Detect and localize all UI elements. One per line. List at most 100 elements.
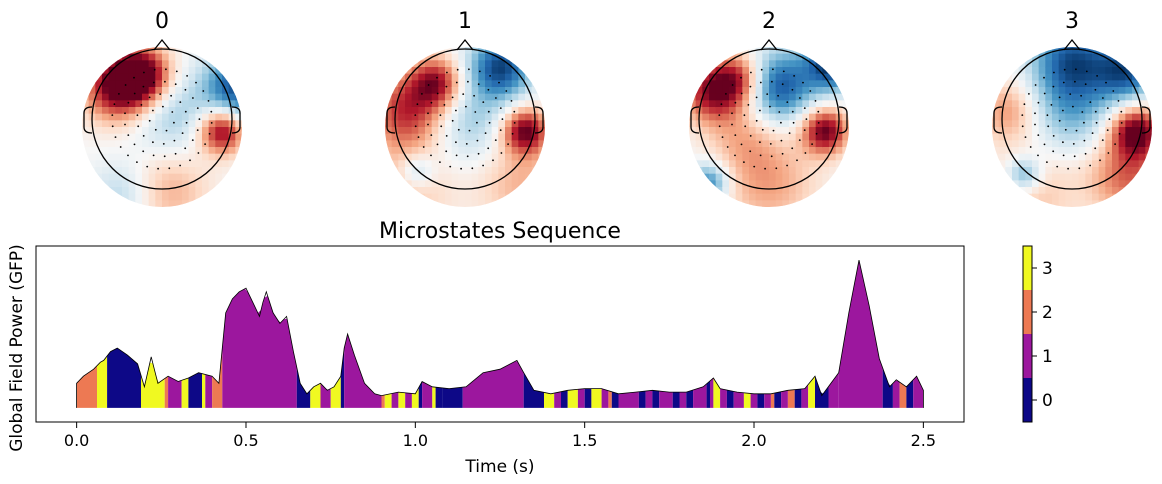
microstate-segment: [645, 390, 653, 408]
topomap-row: 0 1 2 3: [82, 9, 1152, 207]
microstate-segment: [584, 388, 592, 408]
microstate-segment: [188, 372, 202, 408]
microstate-segment: [757, 393, 765, 408]
microstate-segment: [913, 376, 924, 408]
microstate-segment: [906, 379, 914, 408]
microstate-segment: [442, 387, 463, 408]
microstate-segment: [720, 388, 727, 408]
microstate-segment: [330, 376, 341, 408]
topomap-0: 0: [82, 9, 242, 207]
microstate-segment: [76, 365, 97, 408]
microstate-segment: [435, 387, 443, 408]
microstate-segment: [801, 384, 809, 408]
microstate-segment: [202, 373, 206, 408]
microstate-segment: [168, 376, 182, 408]
chart-title: Microstates Sequence: [379, 219, 621, 244]
colorbar-tick-label: 0: [1042, 391, 1053, 411]
microstate-segment: [320, 383, 331, 408]
microstate-segment: [591, 388, 602, 408]
microstate-segment: [462, 361, 524, 408]
microstate-segment: [659, 391, 673, 408]
topomap-label: 3: [1065, 9, 1079, 34]
microstate-segment: [340, 348, 345, 408]
microstate-segment: [750, 393, 758, 408]
microstate-segment: [693, 383, 707, 408]
microstate-segment: [205, 374, 213, 408]
microstate-segment: [672, 392, 680, 408]
microstate-segment: [838, 260, 883, 408]
microstate-segment: [418, 381, 423, 408]
microstate-segment: [710, 378, 714, 408]
microstate-segment: [164, 376, 169, 408]
colorbar-frame: [1022, 245, 1033, 423]
topomap-3: 3: [992, 9, 1152, 207]
colorbar-tick-label: 2: [1042, 303, 1053, 323]
microstate-segment: [787, 389, 795, 408]
plot-frame: [35, 245, 965, 423]
microstate-segment: [398, 392, 406, 408]
microstate-segment: [212, 348, 223, 408]
microstate-segment: [892, 380, 900, 408]
microstate-segment: [815, 376, 829, 408]
microstate-segment: [764, 393, 771, 408]
microstate-segment: [828, 372, 839, 408]
microstate-segment: [567, 389, 578, 408]
x-tick-label: 0.5: [233, 431, 258, 450]
microstate-segment: [770, 393, 775, 408]
microstate-segment: [296, 367, 311, 408]
topomap-label: 1: [458, 9, 472, 34]
colorbar-swatch: [1023, 378, 1032, 422]
gfp-outline: [76, 260, 924, 408]
x-axis: 0.0 0.5 1.0 1.5 2.0 2.5: [64, 422, 936, 450]
microstate-segment: [706, 380, 710, 408]
microstate-segment: [222, 288, 297, 408]
microstate-segment: [310, 383, 321, 408]
x-axis-label: Time (s): [464, 457, 534, 477]
microstate-segment: [97, 356, 108, 408]
microstate-segments: [76, 260, 924, 408]
topomap-2: 2: [689, 9, 849, 207]
microstate-segment: [808, 376, 815, 408]
microstate-segment: [181, 378, 189, 408]
microstate-segment: [608, 390, 612, 408]
microstate-segment: [794, 388, 802, 408]
microstate-segment: [781, 390, 788, 408]
microstate-segment: [601, 388, 609, 408]
colorbar-tick-label: 3: [1042, 259, 1053, 279]
microstate-segment: [561, 390, 568, 408]
x-tick-label: 2.5: [911, 431, 936, 450]
x-tick-label: 1.5: [572, 431, 597, 450]
microstate-segment: [882, 368, 893, 408]
topomap-label: 0: [155, 9, 169, 34]
topomap-label: 2: [762, 9, 776, 34]
microstate-segment: [141, 362, 165, 408]
microstate-segment: [107, 348, 141, 408]
x-tick-label: 2.0: [741, 431, 766, 450]
topomap-1: 1: [385, 9, 545, 207]
microstate-segment: [733, 391, 744, 408]
microstate-segment: [679, 392, 687, 408]
microstate-segment: [344, 334, 382, 408]
microstate-segment: [422, 381, 433, 408]
microstate-segment: [774, 391, 782, 408]
microstate-segment: [391, 392, 399, 408]
microstate-segment: [611, 391, 619, 408]
microstate-segment: [381, 394, 385, 408]
microstate-segment: [652, 390, 660, 408]
microstate-segment: [899, 382, 907, 408]
microstate-segment: [686, 390, 694, 408]
microstate-segment: [405, 392, 412, 408]
microstate-segment: [554, 391, 561, 408]
microstate-segment: [411, 387, 419, 408]
microstate-segment: [384, 393, 392, 408]
colorbar: 0 1 2 3: [1022, 245, 1053, 423]
microstate-segment: [713, 378, 721, 408]
microstate-segment: [577, 388, 585, 408]
colorbar-swatch: [1023, 246, 1032, 290]
colorbar-swatch: [1023, 334, 1032, 378]
microstate-segment: [432, 386, 436, 408]
microstate-segment: [743, 392, 751, 408]
colorbar-swatch: [1023, 290, 1032, 334]
microstate-segment: [544, 392, 555, 408]
